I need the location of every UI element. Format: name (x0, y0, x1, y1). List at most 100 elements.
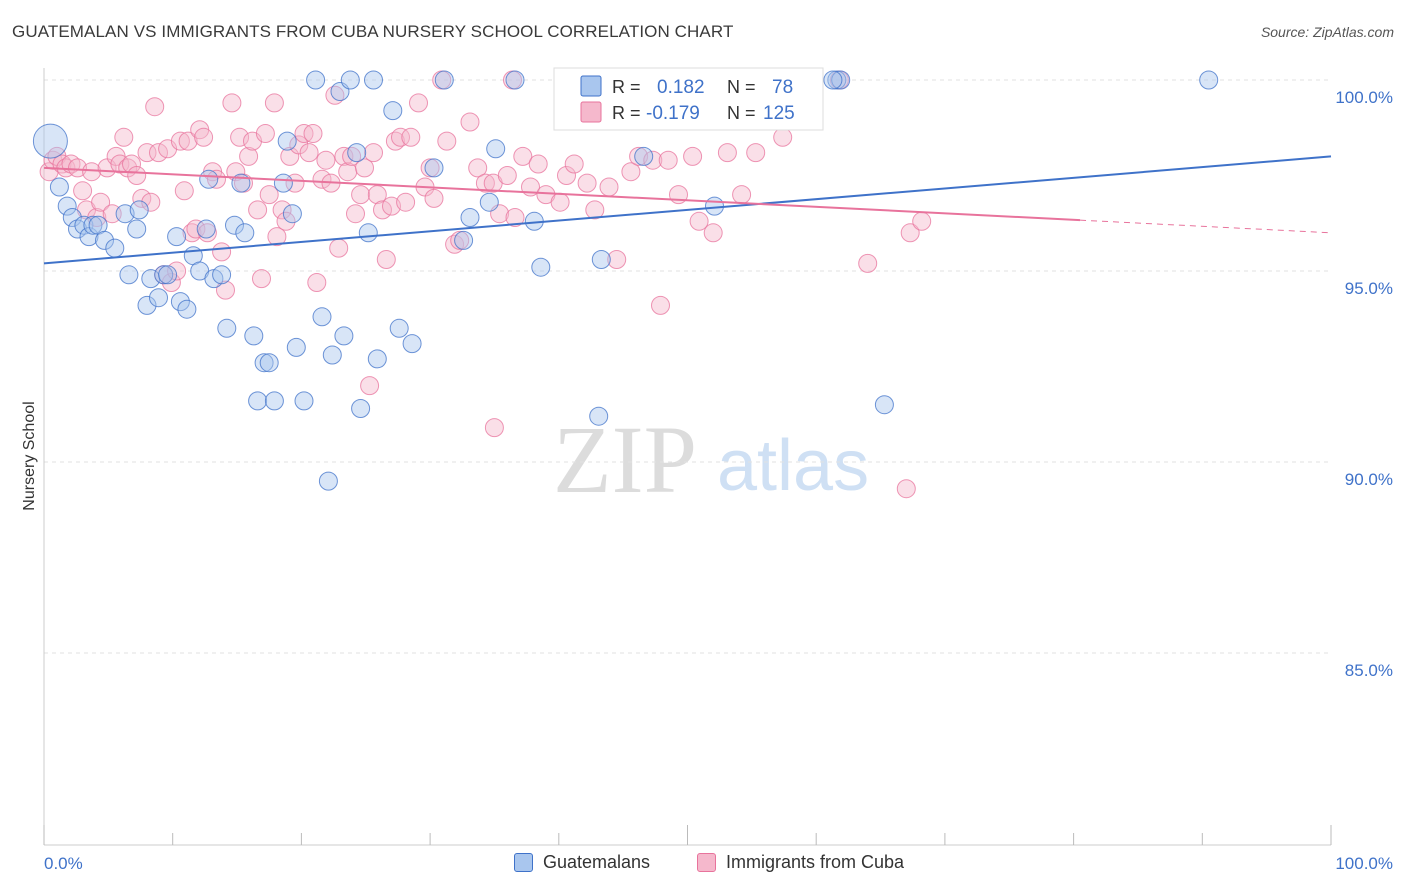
cuba-point (513, 146, 533, 166)
cuba-point (230, 127, 250, 147)
guatemalan-point (705, 196, 724, 216)
bottom-legend-blue-label: Guatemalans (543, 852, 651, 872)
legend-pink-n-label: N = (727, 103, 756, 123)
guatemalan-point (235, 223, 255, 243)
cuba-point (329, 238, 349, 258)
guatemalan-point (248, 391, 268, 411)
cuba-point (445, 234, 465, 254)
guatemalan-point (167, 227, 187, 247)
guatemalan-point (364, 70, 383, 90)
cuba-point (82, 162, 102, 182)
cuba-point (325, 85, 345, 105)
cuba-point (137, 143, 157, 163)
cuba-point (468, 158, 488, 178)
guatemalan-point (454, 230, 474, 250)
cuba-point (334, 146, 354, 166)
cuba-point (299, 143, 319, 163)
guatemalan-point (634, 146, 654, 166)
trend-line-cuba-extension (1080, 219, 1332, 234)
cuba-point (186, 219, 206, 239)
guatemalan-point (823, 70, 843, 90)
cuba-point (376, 250, 396, 269)
guatemalan-point (177, 299, 197, 319)
guatemalan-point (424, 158, 444, 178)
cuba-point (528, 154, 548, 174)
cuba-point (178, 131, 198, 151)
guatemalan-point (286, 337, 306, 357)
cuba-point (222, 93, 242, 113)
bottom-legend-pink-swatch (697, 853, 716, 872)
guatemalan-point (434, 70, 454, 90)
bottom-legend: Guatemalans Immigrants from Cuba (0, 852, 1406, 878)
cuba-point (141, 192, 161, 212)
guatemalan-point (383, 101, 403, 121)
guatemalan-point (312, 307, 332, 327)
guatemalan-point (212, 265, 232, 285)
cuba-point (717, 143, 737, 163)
cuba-point (599, 177, 619, 197)
guatemalan-point (486, 139, 506, 159)
cuba-point (557, 166, 576, 185)
cuba-point (289, 135, 309, 155)
cuba-point (703, 223, 723, 243)
cuba-point (252, 269, 271, 289)
cuba-point (382, 196, 401, 216)
cuba-point (364, 143, 383, 163)
guatemalan-point (129, 200, 149, 220)
cuba-point (316, 150, 336, 170)
guatemalan-point (149, 288, 168, 308)
guatemalan-point (389, 318, 409, 338)
guatemalan-point (1199, 70, 1219, 90)
cuba-point (396, 192, 416, 212)
watermark-zip: ZIP (553, 406, 697, 513)
guatemalan-point (358, 223, 378, 243)
guatemalan-point (83, 215, 103, 235)
cuba-point (346, 204, 365, 224)
cuba-point (68, 158, 87, 178)
cuba-point (255, 124, 275, 143)
y-tick-label-85: 85.0% (1345, 661, 1393, 680)
cuba-point (505, 208, 525, 227)
cuba-point (607, 250, 627, 269)
guatemalan-point (62, 208, 82, 227)
cuba-point (900, 223, 920, 243)
cuba-point (912, 211, 932, 231)
trend-line-guatemalan (43, 155, 1332, 265)
cuba-point (264, 93, 284, 113)
y-tick-label-100: 100.0% (1335, 88, 1393, 107)
x-tick-label-min: 0.0% (44, 854, 83, 873)
cuba-point (391, 127, 410, 147)
cuba-point (564, 154, 584, 174)
guatemalan-point (505, 70, 525, 90)
guatemalan-point (127, 219, 147, 239)
guatemalan-point (217, 318, 237, 338)
cuba-point (773, 127, 793, 147)
cuba-point (424, 188, 444, 208)
guatemalan-point (322, 345, 342, 365)
guatemalan-point (115, 204, 135, 224)
cuba-point (127, 166, 147, 185)
cuba-point (577, 173, 597, 193)
guatemalan-point (196, 219, 216, 239)
bottom-legend-pink[interactable]: Immigrants from Cuba (697, 852, 904, 873)
cuba-point (658, 150, 678, 170)
bottom-legend-blue[interactable]: Guatemalans (514, 852, 650, 873)
cuba-point (207, 169, 226, 189)
guatemalan-point (277, 131, 297, 151)
guatemalan-point (367, 349, 387, 369)
cuba-point (91, 192, 111, 212)
y-axis-title: Nursery School (21, 401, 38, 510)
guatemalan-point (282, 204, 302, 224)
cuba-point (276, 211, 296, 231)
guatemalan-point (340, 70, 360, 90)
legend-pink-r-label: R = (612, 103, 641, 123)
guatemalan-point (49, 177, 69, 197)
cuba-point (732, 185, 752, 205)
cuba-point (401, 127, 421, 147)
guatemalan-point (827, 70, 847, 90)
x-tick-label-max: 100.0% (1335, 854, 1393, 873)
legend-blue-n-value: 78 (772, 77, 793, 98)
y-tick-label-90: 90.0% (1345, 470, 1393, 489)
x-ticks (43, 825, 1332, 845)
trend-lines (43, 155, 1332, 265)
